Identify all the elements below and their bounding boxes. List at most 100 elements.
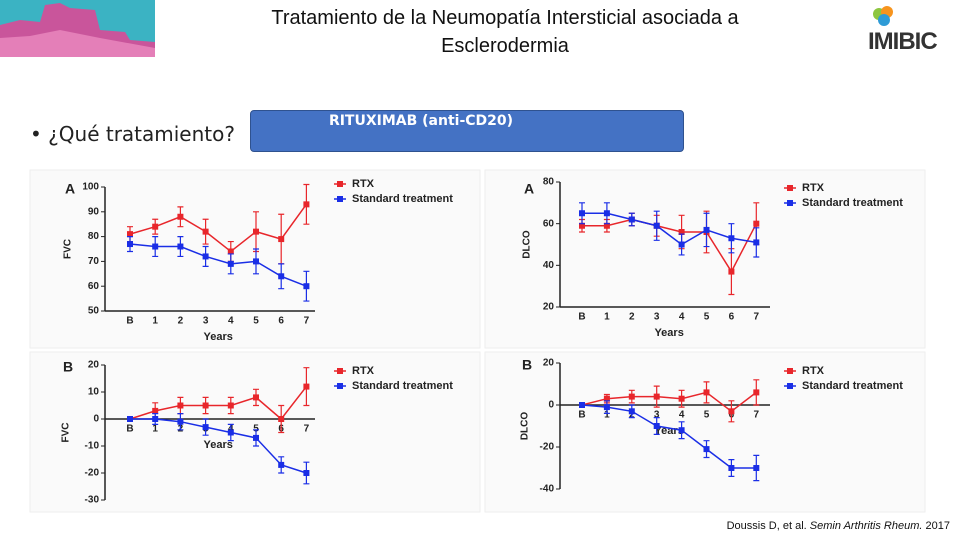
y-axis-label: FVC <box>63 239 74 259</box>
x-axis-label: Years <box>204 331 233 343</box>
panel-label: A <box>524 181 534 197</box>
marker <box>253 258 259 265</box>
marker <box>628 393 635 400</box>
x-tick-label: 2 <box>629 312 635 323</box>
marker <box>678 229 685 235</box>
x-tick-label: 5 <box>253 424 259 435</box>
marker <box>227 402 234 409</box>
marker <box>227 260 234 267</box>
legend-label: RTX <box>352 178 375 190</box>
marker <box>202 424 209 431</box>
marker <box>653 393 660 400</box>
highlight-box: RITUXIMAB (anti-CD20) <box>250 110 684 152</box>
marker <box>177 402 184 409</box>
series-line <box>130 418 307 474</box>
marker <box>253 434 259 441</box>
legend-marker <box>337 181 343 187</box>
y-tick-label: 20 <box>543 302 555 313</box>
y-tick-label: 60 <box>88 281 100 292</box>
marker <box>177 213 184 220</box>
x-tick-label: 3 <box>654 312 660 323</box>
marker <box>152 243 159 250</box>
y-tick-label: 70 <box>88 256 100 267</box>
banner <box>0 0 155 57</box>
marker <box>603 210 610 217</box>
marker <box>177 418 184 425</box>
x-axis-label: Years <box>654 327 683 339</box>
x-axis-label: Years <box>204 439 233 451</box>
x-tick-label: 1 <box>604 410 610 421</box>
bullet-text: ¿Qué tratamiento? <box>48 122 235 146</box>
x-tick-label: 2 <box>178 316 184 327</box>
legend-marker <box>787 368 793 374</box>
marker <box>278 273 285 280</box>
x-tick-label: 4 <box>679 410 685 421</box>
legend-marker <box>337 368 343 374</box>
x-tick-label: 1 <box>152 316 158 327</box>
legend-label: RTX <box>802 365 825 377</box>
y-tick-label: 80 <box>543 177 555 188</box>
y-tick-label: -20 <box>540 442 555 453</box>
x-tick-label: 5 <box>704 410 710 421</box>
x-tick-label: 1 <box>604 312 610 323</box>
marker <box>753 239 760 246</box>
y-tick-label: 90 <box>88 206 100 217</box>
marker <box>653 222 660 229</box>
marker <box>678 395 685 402</box>
marker <box>678 241 685 248</box>
marker <box>753 389 760 396</box>
y-tick-label: 10 <box>88 387 100 398</box>
marker <box>278 461 285 468</box>
y-axis-label: DLCO <box>522 230 533 259</box>
y-tick-label: 20 <box>543 358 555 369</box>
legend-marker <box>787 200 793 206</box>
y-tick-label: -20 <box>85 468 100 479</box>
marker <box>177 243 184 250</box>
marker <box>303 201 310 208</box>
legend-label: Standard treatment <box>352 380 453 392</box>
legend-marker <box>337 383 343 389</box>
marker <box>703 389 710 396</box>
marker <box>628 408 635 415</box>
authors: Doussis D, et al. <box>726 520 807 532</box>
y-axis-label: FVC <box>61 423 72 443</box>
legend-marker <box>337 196 343 202</box>
marker <box>227 429 234 436</box>
x-tick-label: 4 <box>679 312 685 323</box>
y-tick-label: -10 <box>85 441 100 452</box>
y-tick-label: -30 <box>85 495 100 506</box>
marker <box>579 210 585 217</box>
x-tick-label: 7 <box>754 410 760 421</box>
marker <box>753 220 760 227</box>
marker <box>579 222 585 229</box>
figure-panel <box>484 351 926 513</box>
x-tick-label: B <box>578 410 585 421</box>
marker <box>152 416 159 422</box>
x-tick-label: 6 <box>729 312 735 323</box>
panel-label: B <box>63 359 73 375</box>
legend-label: Standard treatment <box>802 197 903 209</box>
marker <box>703 226 710 233</box>
x-tick-label: 6 <box>278 316 284 327</box>
x-tick-label: 7 <box>304 424 310 435</box>
y-tick-label: 50 <box>88 306 100 317</box>
marker <box>753 465 760 471</box>
marker <box>152 407 159 414</box>
marker <box>603 222 610 229</box>
legend-label: Standard treatment <box>352 193 453 205</box>
marker <box>728 465 735 471</box>
marker <box>253 228 259 235</box>
year: 2017 <box>925 520 950 532</box>
series-line <box>129 203 308 253</box>
marker <box>227 248 234 255</box>
marker <box>728 408 735 415</box>
marker <box>628 216 635 223</box>
slide-title: Tratamiento de la Neumopatía Intersticia… <box>271 7 739 57</box>
x-tick-label: 3 <box>654 410 660 421</box>
marker <box>253 394 259 401</box>
series-line <box>581 404 757 469</box>
y-axis-label: DLCO <box>520 412 531 441</box>
marker <box>303 383 310 390</box>
marker <box>303 470 310 476</box>
